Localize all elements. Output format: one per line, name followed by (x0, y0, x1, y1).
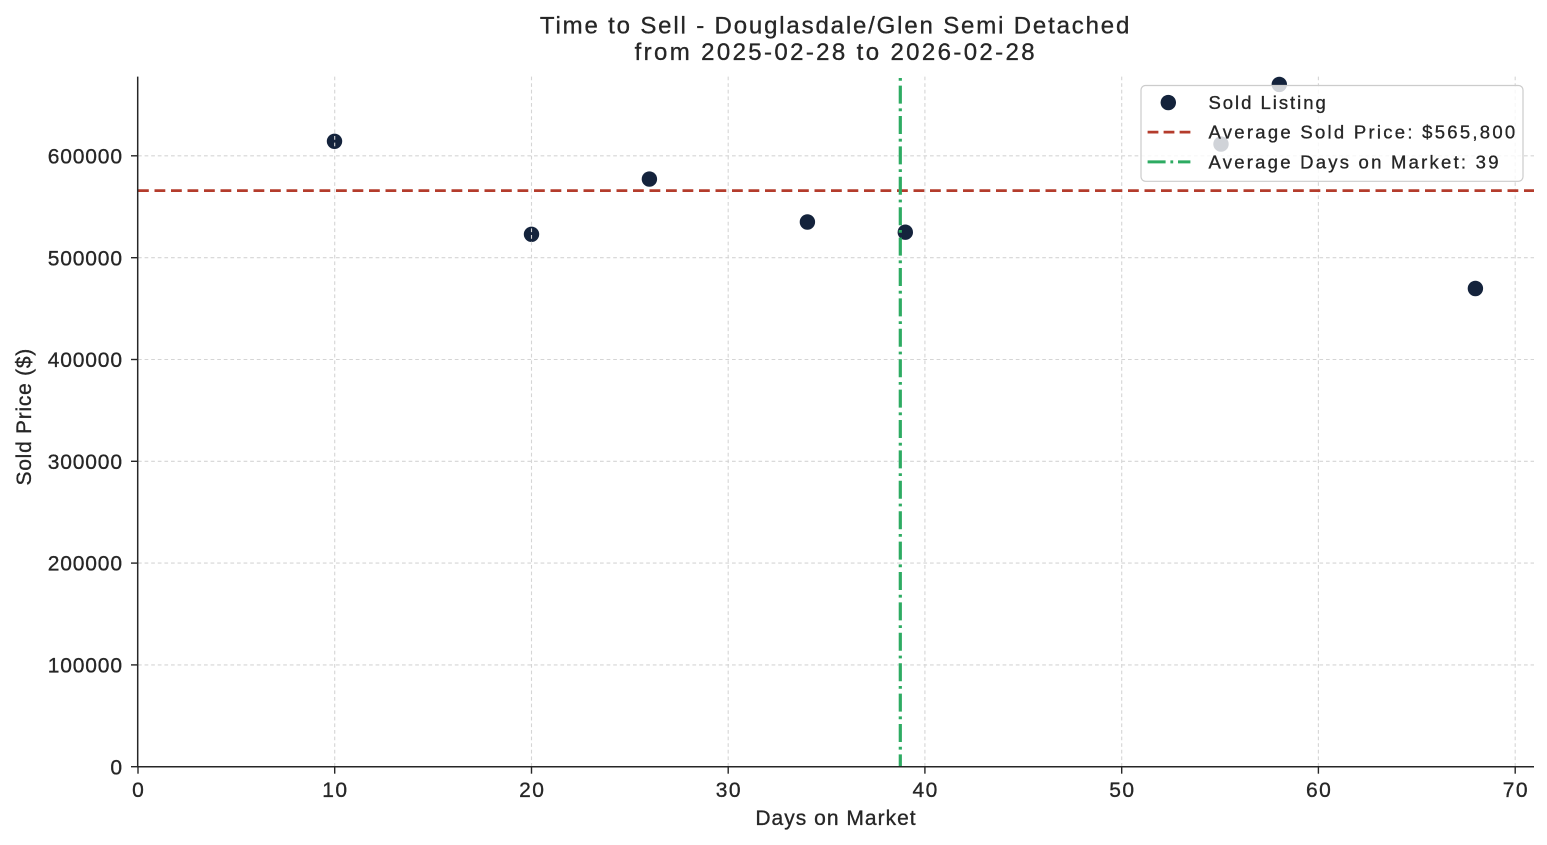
svg-text:200000: 200000 (48, 553, 122, 576)
svg-text:from 2025-02-28 to 2026-02-28: from 2025-02-28 to 2026-02-28 (635, 39, 1035, 66)
svg-text:400000: 400000 (48, 349, 122, 372)
svg-text:600000: 600000 (48, 145, 122, 168)
svg-text:Sold Listing: Sold Listing (1209, 92, 1326, 113)
svg-text:50: 50 (1109, 779, 1134, 802)
svg-text:300000: 300000 (48, 451, 122, 474)
svg-text:Average Sold Price: $565,800: Average Sold Price: $565,800 (1209, 122, 1516, 143)
svg-text:0: 0 (132, 779, 144, 802)
svg-text:60: 60 (1306, 779, 1331, 802)
svg-text:0: 0 (110, 756, 122, 779)
svg-text:100000: 100000 (48, 655, 122, 678)
svg-text:Days on Market: Days on Market (755, 807, 915, 830)
svg-text:Sold Price ($): Sold Price ($) (13, 349, 36, 486)
svg-text:Time to Sell - Douglasdale/Gle: Time to Sell - Douglasdale/Glen Semi Det… (540, 12, 1130, 39)
svg-text:10: 10 (322, 779, 347, 802)
svg-text:Average Days on Market: 39: Average Days on Market: 39 (1209, 152, 1499, 173)
svg-text:500000: 500000 (48, 247, 122, 270)
svg-text:20: 20 (519, 779, 544, 802)
svg-text:30: 30 (716, 779, 741, 802)
svg-text:40: 40 (913, 779, 938, 802)
svg-text:70: 70 (1503, 779, 1528, 802)
